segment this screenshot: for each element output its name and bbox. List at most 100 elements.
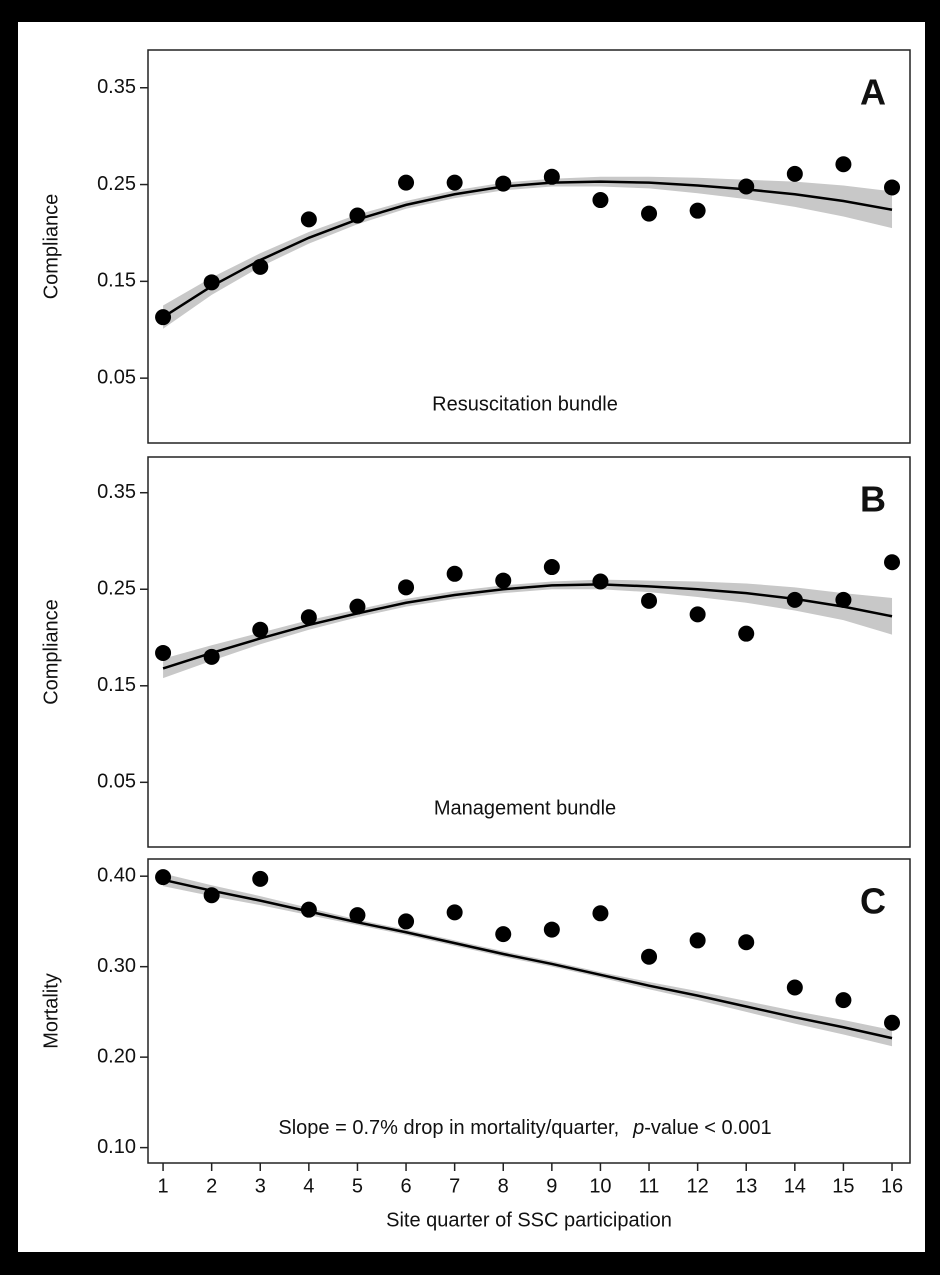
data-point	[884, 179, 901, 196]
y-tick-label: 0.15	[97, 270, 136, 292]
data-point	[884, 1014, 901, 1031]
y-tick-label: 0.05	[97, 771, 136, 793]
x-tick-label: 8	[498, 1175, 509, 1197]
fit-line	[162, 180, 893, 319]
y-axis-label: Mortality	[40, 973, 62, 1049]
data-point	[543, 168, 560, 185]
data-point	[446, 174, 463, 191]
data-point	[592, 905, 609, 922]
panel-letter: C	[860, 881, 886, 922]
data-point	[300, 211, 317, 228]
data-point	[203, 274, 220, 291]
figure-background	[18, 22, 925, 1252]
annotation: Resuscitation bundle	[432, 393, 618, 415]
data-point	[495, 572, 512, 589]
data-point	[835, 992, 852, 1009]
data-point	[495, 926, 512, 943]
panel-letter: B	[860, 479, 886, 520]
y-tick-label: 0.40	[97, 864, 136, 886]
panel-letter: A	[860, 72, 886, 113]
panel-frame	[147, 858, 911, 1164]
data-point	[786, 591, 803, 608]
x-tick-label: 4	[303, 1175, 314, 1197]
y-tick-label: 0.35	[97, 481, 136, 503]
data-point	[689, 202, 706, 219]
data-point	[203, 887, 220, 904]
data-point	[446, 565, 463, 582]
annotation-part: Slope = 0.7% drop in mortality/quarter,	[278, 1117, 619, 1139]
x-tick-label: 15	[832, 1175, 854, 1197]
data-point	[543, 921, 560, 938]
x-tick-label: 2	[206, 1175, 217, 1197]
y-tick-label: 0.20	[97, 1045, 136, 1067]
data-point	[835, 156, 852, 173]
data-point	[689, 932, 706, 949]
y-tick-label: 0.15	[97, 674, 136, 696]
data-point	[203, 648, 220, 665]
data-point	[398, 579, 415, 596]
data-point	[689, 606, 706, 623]
data-point	[252, 258, 269, 275]
y-tick-label: 0.05	[97, 366, 136, 388]
data-point	[398, 174, 415, 191]
x-tick-label: 5	[352, 1175, 363, 1197]
data-point	[155, 309, 172, 326]
x-tick-label: 3	[255, 1175, 266, 1197]
data-point	[398, 913, 415, 930]
x-tick-label: 11	[639, 1175, 660, 1197]
data-point	[349, 207, 366, 224]
data-point	[300, 901, 317, 918]
confidence-band	[163, 176, 893, 329]
y-axis-label: Compliance	[40, 194, 62, 300]
annotation-part: p	[632, 1117, 644, 1139]
data-point	[155, 869, 172, 886]
data-point	[884, 554, 901, 571]
y-tick-label: 0.30	[97, 955, 136, 977]
confidence-band	[163, 579, 893, 679]
x-tick-label: 6	[400, 1175, 411, 1197]
y-tick-label: 0.35	[97, 76, 136, 98]
data-point	[349, 907, 366, 924]
y-tick-label: 0.25	[97, 173, 136, 195]
data-point	[738, 625, 755, 642]
fit-line	[162, 878, 893, 1040]
annotation: Management bundle	[434, 797, 616, 819]
x-tick-label: 16	[881, 1175, 903, 1197]
x-tick-label: 10	[589, 1175, 611, 1197]
data-point	[738, 934, 755, 951]
data-point	[641, 592, 658, 609]
data-point	[738, 178, 755, 195]
fit-line	[162, 583, 893, 670]
data-point	[592, 573, 609, 590]
x-tick-label: 12	[687, 1175, 709, 1197]
data-point	[300, 609, 317, 626]
panel-frame	[147, 49, 911, 444]
data-point	[786, 165, 803, 182]
x-tick-label: 9	[546, 1175, 557, 1197]
x-tick-label: 1	[158, 1175, 169, 1197]
data-point	[349, 598, 366, 615]
panel-frame	[147, 456, 911, 848]
data-point	[252, 621, 269, 638]
y-axis-label: Compliance	[40, 599, 62, 705]
x-tick-label: 7	[449, 1175, 460, 1197]
data-point	[835, 591, 852, 608]
data-point	[155, 644, 172, 661]
data-point	[252, 870, 269, 887]
y-tick-label: 0.10	[97, 1136, 136, 1158]
x-tick-label: 13	[735, 1175, 757, 1197]
data-point	[446, 904, 463, 921]
x-axis-label: Site quarter of SSC participation	[386, 1209, 672, 1231]
y-tick-label: 0.25	[97, 578, 136, 600]
data-point	[641, 948, 658, 965]
annotation: Slope = 0.7% drop in mortality/quarter, p…	[278, 1117, 771, 1139]
data-point	[495, 175, 512, 192]
data-point	[786, 979, 803, 996]
data-point	[592, 192, 609, 209]
x-tick-label: 14	[784, 1175, 806, 1197]
data-point	[543, 559, 560, 576]
data-point	[641, 205, 658, 222]
annotation-part: -value < 0.001	[644, 1117, 771, 1139]
